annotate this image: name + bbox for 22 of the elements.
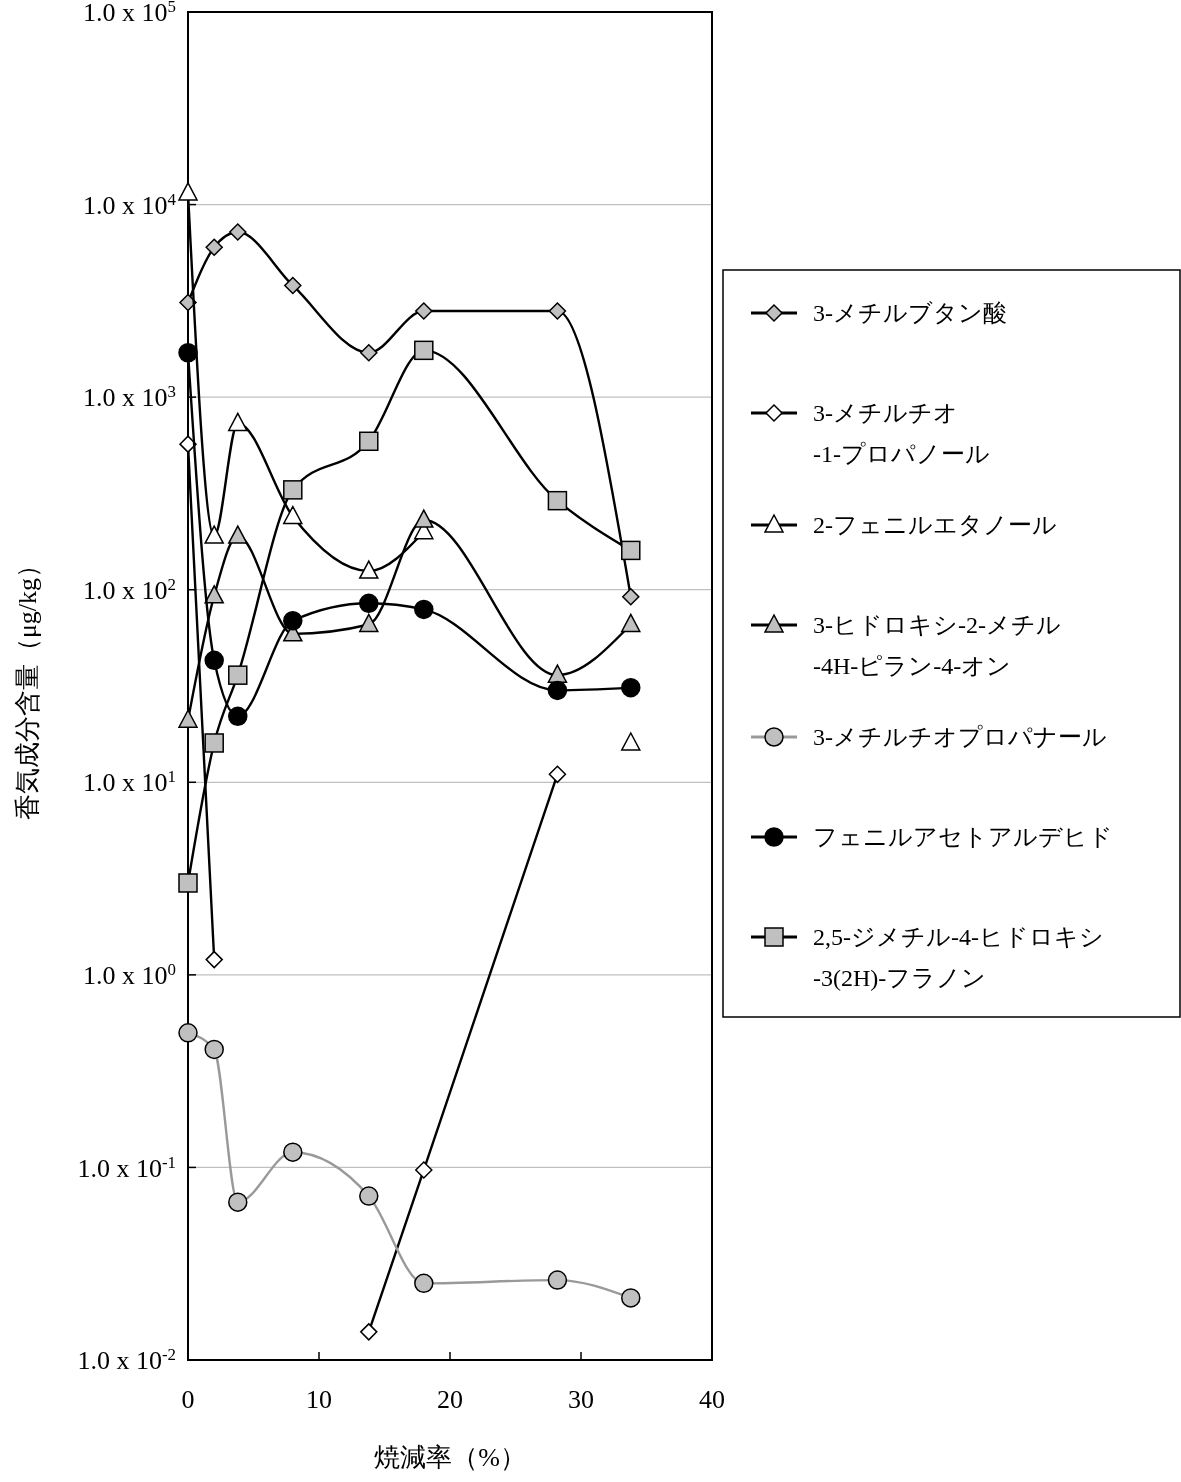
legend-label: 3-メチルブタン酸 <box>813 300 1007 327</box>
legend-label: 3-メチルチオ -1-プロパノール <box>813 400 990 468</box>
legend-label: 3-メチルチオプロパナール <box>813 724 1107 751</box>
x-tick-label: 10 <box>306 1385 332 1414</box>
y-tick-label: 1.0 x 10$^{0}$ <box>83 959 176 990</box>
x-tick-label: 40 <box>699 1385 725 1414</box>
legend-label: 2-フェニルエタノール <box>813 512 1057 539</box>
y-tick-label: 1.0 x 10$^{5}$ <box>83 0 176 28</box>
legend-label: 3-ヒドロキシ-2-メチル -4H-ピラン-4-オン <box>813 612 1061 680</box>
y-tick-label: 1.0 x 10$^{4}$ <box>83 189 177 220</box>
x-axis-title: 焼減率（%） <box>374 1443 526 1472</box>
x-tick-label: 20 <box>437 1385 463 1414</box>
legend-label: フェニルアセトアルデヒド <box>813 824 1113 851</box>
x-tick-label: 0 <box>181 1385 195 1414</box>
y-tick-label: 1.0 x 10$^{1}$ <box>83 766 176 798</box>
y-tick-label: 1.0 x 10$^{3}$ <box>83 381 176 413</box>
y-axis-title: 香気成分含量（μg/kg） <box>13 551 42 821</box>
y-tick-label: 1.0 x 10$^{-2}$ <box>77 1344 176 1376</box>
y-tick-label: 1.0 x 10$^{2}$ <box>83 574 176 605</box>
legend-label: 2,5-ジメチル-4-ヒドロキシ -3(2H)-フラノン <box>813 924 1104 992</box>
y-tick-label: 1.0 x 10$^{-1}$ <box>77 1152 176 1183</box>
x-tick-label: 30 <box>568 1385 594 1414</box>
